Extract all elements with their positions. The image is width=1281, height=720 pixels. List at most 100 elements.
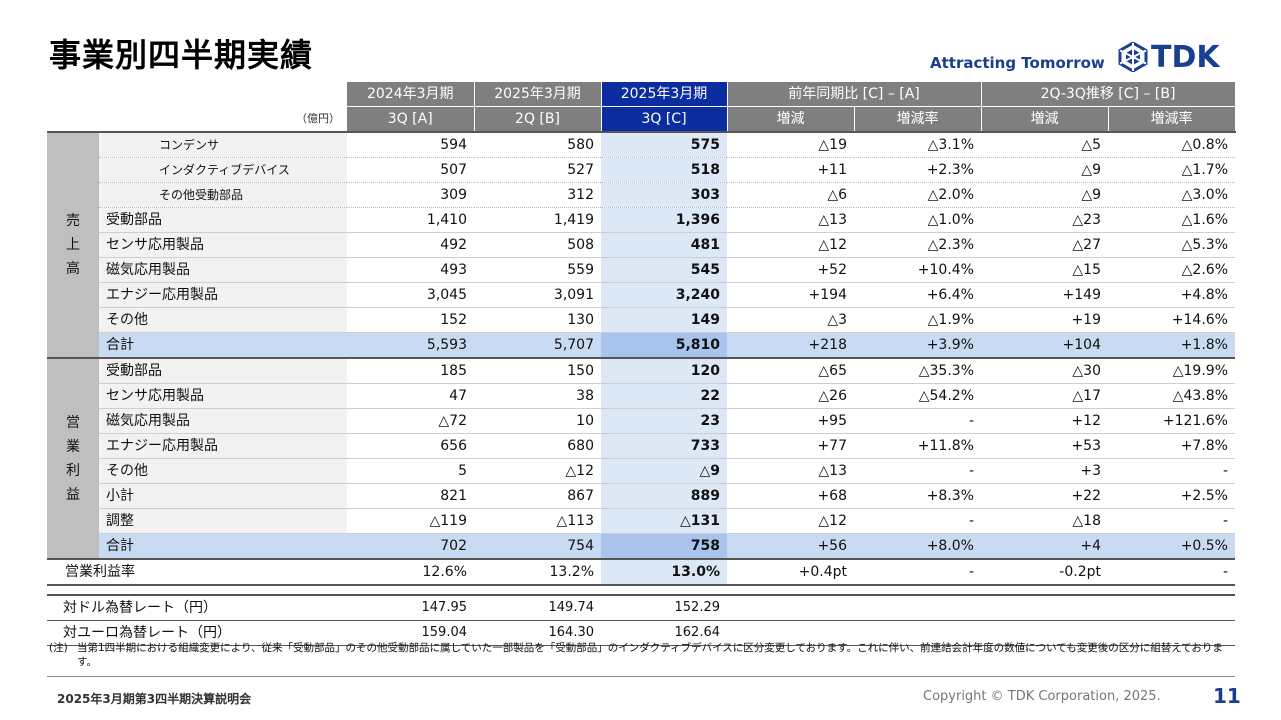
cell-a: △119 xyxy=(347,508,474,534)
fx-cell-a: 147.95 xyxy=(347,595,474,621)
cell-qoq-rate: - xyxy=(1108,458,1235,484)
cell-c: 3,240 xyxy=(601,282,727,308)
cell-a: 1,410 xyxy=(347,207,474,233)
footer-copyright: Copyright © TDK Corporation, 2025. xyxy=(923,689,1161,704)
tdk-emblem-icon xyxy=(1118,42,1148,72)
cell-yoy-rate: - xyxy=(854,508,981,534)
cell-a: 492 xyxy=(347,232,474,258)
cell-yoy: △6 xyxy=(727,182,854,208)
row-label: その他 xyxy=(99,458,347,484)
cell-b: 527 xyxy=(474,157,601,183)
sales-category-char: 売 xyxy=(66,213,80,229)
row-label: 受動部品 xyxy=(99,207,347,233)
cell-yoy: +218 xyxy=(727,332,854,359)
cell-qoq-rate: △1.6% xyxy=(1108,207,1235,233)
table-row: センサ応用製品 47 38 22 △26 △54.2% △17 △43.8% xyxy=(47,383,1235,409)
table-row: その他受動部品 309 312 303 △6 △2.0% △9 △3.0% xyxy=(47,182,1235,208)
table-row: 売上高コンデンサ 594 580 575 △19 △3.1% △5 △0.8% xyxy=(47,131,1235,359)
cell-qoq: +3 xyxy=(981,458,1108,484)
cell-qoq-rate: △0.8% xyxy=(1108,131,1235,158)
cell-qoq: △15 xyxy=(981,257,1108,283)
cell-qoq-rate: △19.9% xyxy=(1108,357,1235,384)
cell-c: 1,396 xyxy=(601,207,727,233)
tdk-logo: TDK xyxy=(1118,40,1220,75)
cell-c: 149 xyxy=(601,307,727,333)
quarter-a: 3Q [A] xyxy=(347,106,475,132)
unit-label: （億円） xyxy=(47,106,347,132)
op-category-char: 業 xyxy=(66,438,80,455)
cell-yoy-rate: △1.0% xyxy=(854,207,981,233)
footer-event-title: 2025年3月期第3四半期決算説明会 xyxy=(57,692,252,706)
cell-a: 152 xyxy=(347,307,474,333)
row-label: 合計 xyxy=(99,533,347,560)
margin-cell-yoy-rate: - xyxy=(854,559,981,586)
cell-qoq: △9 xyxy=(981,157,1108,183)
operating-margin-label: 営業利益率 xyxy=(47,559,347,586)
cell-a: △72 xyxy=(347,408,474,434)
cell-c: 545 xyxy=(601,257,727,283)
cell-yoy: △13 xyxy=(727,458,854,484)
footnote: (注) 当第1四半期における組織変更により、従来「受動部品」のその他受動部品に属… xyxy=(49,641,1234,669)
cell-a: 309 xyxy=(347,182,474,208)
row-label: 磁気応用製品 xyxy=(99,257,347,283)
cell-qoq-rate: △1.7% xyxy=(1108,157,1235,183)
cell-qoq-rate: +1.8% xyxy=(1108,332,1235,359)
row-label: その他受動部品 xyxy=(99,182,347,208)
row-label: エナジー応用製品 xyxy=(99,433,347,459)
table-row: 磁気応用製品 △72 10 23 +95- +12 +121.6% xyxy=(47,408,1235,434)
cell-yoy-rate: △3.1% xyxy=(854,131,981,158)
cell-yoy-rate: +8.3% xyxy=(854,483,981,509)
cell-b: 150 xyxy=(474,357,601,384)
margin-cell-qoq: -0.2pt xyxy=(981,559,1108,586)
cell-c: 518 xyxy=(601,157,727,183)
row-label: センサ応用製品 xyxy=(99,232,347,258)
cell-qoq-rate: +4.8% xyxy=(1108,282,1235,308)
cell-qoq: △18 xyxy=(981,508,1108,534)
fx-cell-b: 164.30 xyxy=(474,620,601,646)
cell-a: 507 xyxy=(347,157,474,183)
cell-b: 680 xyxy=(474,433,601,459)
qoq-change-header: 増減 xyxy=(981,106,1109,132)
sales-category-char: 高 xyxy=(66,261,80,277)
row-label: インダクティブデバイス xyxy=(99,157,347,183)
margin-cell-a: 12.6% xyxy=(347,559,474,586)
tagline: Attracting Tomorrow xyxy=(930,54,1105,72)
cell-qoq-rate: +0.5% xyxy=(1108,533,1235,560)
quarter-b: 2Q [B] xyxy=(474,106,602,132)
op-category-char: 益 xyxy=(66,486,80,503)
cell-qoq-rate: △2.6% xyxy=(1108,257,1235,283)
cell-qoq: +4 xyxy=(981,533,1108,560)
period-a: 2024年3月期 xyxy=(347,82,475,107)
margin-cell-c: 13.0% xyxy=(601,559,727,586)
cell-b: 10 xyxy=(474,408,601,434)
cell-qoq-rate: - xyxy=(1108,508,1235,534)
cell-yoy-rate: +3.9% xyxy=(854,332,981,359)
cell-qoq-rate: △43.8% xyxy=(1108,383,1235,409)
cell-yoy: △3 xyxy=(727,307,854,333)
table-row: インダクティブデバイス 507 527 518 +11 +2.3% △9 △1.7% xyxy=(47,157,1235,183)
cell-c: 23 xyxy=(601,408,727,434)
cell-qoq: +22 xyxy=(981,483,1108,509)
row-label: コンデンサ xyxy=(99,131,347,158)
margin-cell-qoq-rate: - xyxy=(1108,559,1235,586)
cell-a: 493 xyxy=(347,257,474,283)
cell-yoy-rate: +2.3% xyxy=(854,157,981,183)
cell-b: △113 xyxy=(474,508,601,534)
cell-yoy: +77 xyxy=(727,433,854,459)
cell-b: 559 xyxy=(474,257,601,283)
footnote-mark: (注) xyxy=(49,642,68,654)
cell-qoq: △17 xyxy=(981,383,1108,409)
cell-c: △9 xyxy=(601,458,727,484)
cell-yoy: +11 xyxy=(727,157,854,183)
cell-a: 5,593 xyxy=(347,332,474,359)
row-label: 調整 xyxy=(99,508,347,534)
fx-cell-a: 159.04 xyxy=(347,620,474,646)
operating-margin-row: 営業利益率 12.6% 13.2% 13.0% +0.4pt - -0.2pt - xyxy=(47,559,1235,586)
cell-yoy-rate: - xyxy=(854,458,981,484)
cell-qoq: +53 xyxy=(981,433,1108,459)
table-row: エナジー応用製品 656 680 733 +77 +11.8% +53 +7.8% xyxy=(47,433,1235,459)
cell-b: 38 xyxy=(474,383,601,409)
qoq-group-header: 2Q-3Q推移 [C] – [B] xyxy=(981,82,1236,107)
cell-c: △131 xyxy=(601,508,727,534)
cell-a: 185 xyxy=(347,357,474,384)
